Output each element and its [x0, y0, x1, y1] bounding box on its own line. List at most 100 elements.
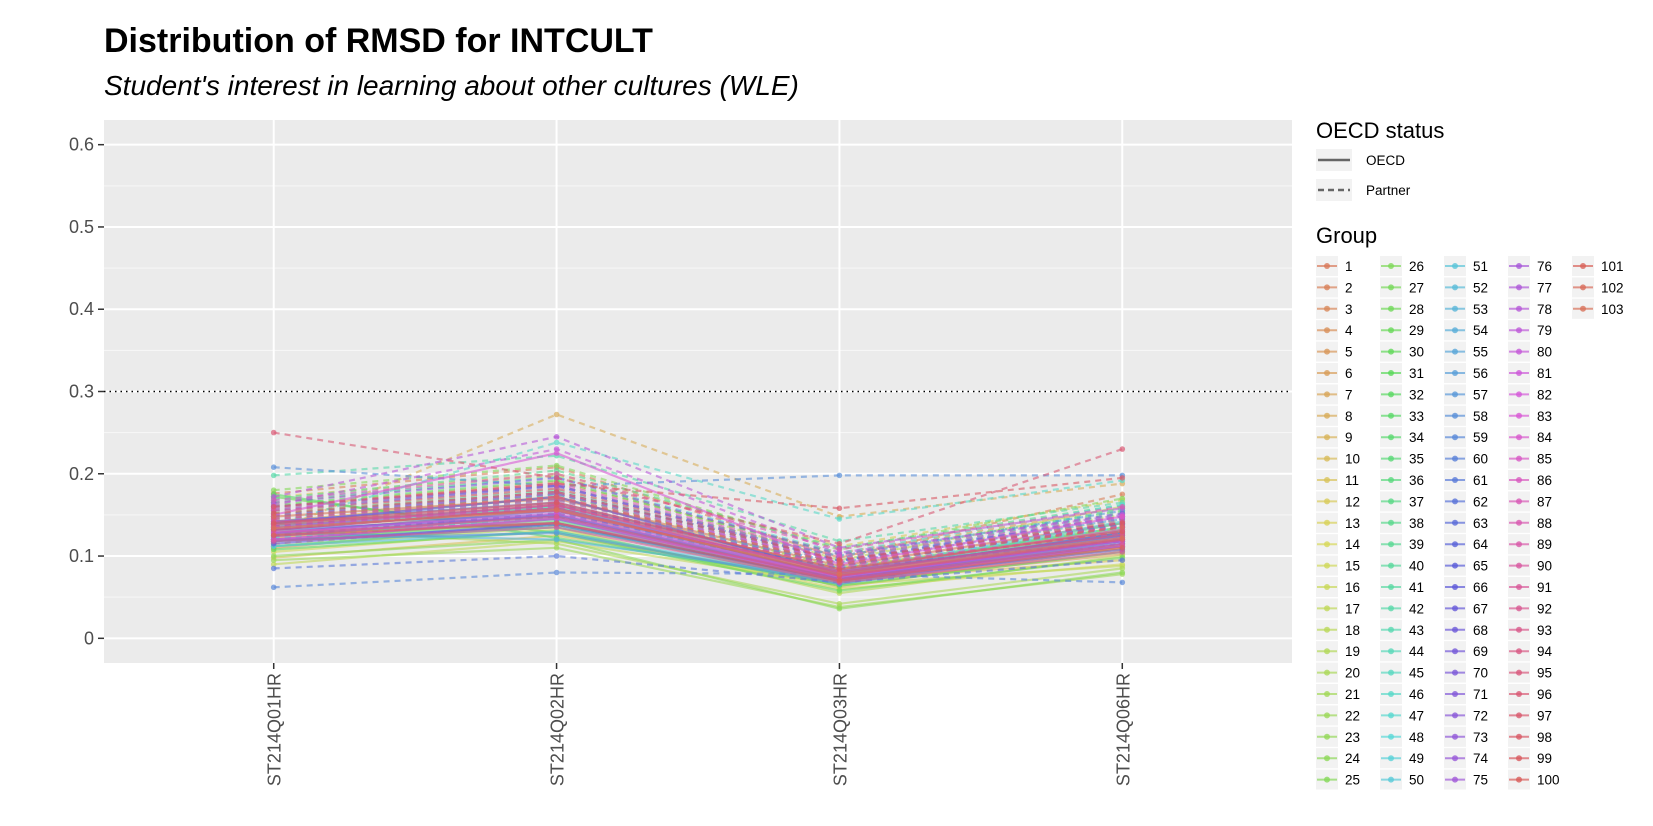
series-line [273, 466, 1123, 488]
legend-key-point [1580, 263, 1586, 269]
legend-key-point [1452, 712, 1458, 719]
legend-label-group: 12 [1345, 494, 1360, 509]
legend-key-point [1516, 391, 1522, 398]
data-point [270, 520, 277, 526]
legend-label-group: 97 [1537, 708, 1552, 723]
legend-key-point [1324, 455, 1330, 462]
series-line [273, 521, 1123, 582]
legend-label-group: 31 [1409, 366, 1424, 381]
legend-label-group: 39 [1409, 537, 1424, 552]
legend-key-point [1452, 605, 1458, 612]
legend-label-group: 80 [1537, 345, 1552, 360]
legend-key-point [1516, 541, 1522, 548]
legend-key-point [1516, 755, 1522, 762]
legend-label-group: 84 [1537, 430, 1553, 445]
data-point [553, 545, 560, 551]
series-line [273, 476, 1123, 556]
chart-title: Distribution of RMSD for INTCULT [104, 22, 653, 60]
legend-label-group: 51 [1473, 259, 1488, 274]
legend-key-point [1516, 584, 1522, 590]
legend-key-point [1452, 541, 1458, 548]
legend-title-oecd-status: OECD status [1316, 118, 1444, 143]
data-point [270, 464, 277, 471]
legend-key-point [1516, 669, 1522, 676]
data-point [270, 584, 277, 591]
legend-label-group: 27 [1409, 280, 1424, 295]
legend-key-point [1452, 669, 1458, 676]
legend-key-point [1452, 562, 1458, 569]
series-line [273, 571, 1123, 589]
legend-label-group: 37 [1409, 494, 1424, 509]
legend-label-group: 66 [1473, 580, 1488, 595]
legend-key-point [1388, 605, 1394, 612]
legend-key-point [1324, 605, 1330, 612]
legend-key-point [1452, 519, 1458, 526]
legend-label-group: 53 [1473, 302, 1488, 317]
legend-key-point [1388, 648, 1394, 655]
data-point [1119, 569, 1126, 576]
data-point [270, 472, 277, 479]
data-point [1119, 446, 1126, 452]
legend-label-group: 89 [1537, 537, 1552, 552]
legend-key-point [1452, 498, 1458, 505]
legend-key-point [1452, 348, 1458, 355]
series-group-96 [270, 429, 1126, 547]
data-point [1119, 528, 1126, 535]
data-point [1119, 513, 1126, 520]
legend-key-point [1388, 691, 1394, 697]
x-tick-label: ST214Q03HR [830, 673, 850, 786]
legend-label-group: 21 [1345, 687, 1360, 702]
legend-key-point [1388, 412, 1394, 419]
series-line [273, 538, 1123, 610]
data-point [836, 540, 843, 547]
legend-label-group: 78 [1537, 302, 1552, 317]
legend-key-point [1388, 455, 1394, 462]
data-point [836, 566, 843, 572]
legend-label-group: 33 [1409, 409, 1424, 424]
series-line [273, 487, 1123, 561]
legend-key-point [1324, 412, 1330, 419]
data-point [836, 472, 843, 479]
legend-label-group: 69 [1473, 644, 1488, 659]
legend-key-point [1452, 284, 1458, 291]
data-point [553, 569, 560, 576]
legend-title-group: Group [1316, 223, 1377, 248]
data-point [270, 503, 277, 510]
series-line [273, 503, 1123, 574]
legend-label-group: 63 [1473, 516, 1488, 531]
legend-key-point [1388, 669, 1394, 676]
series-group-100 [270, 489, 1126, 563]
legend-key-point [1452, 305, 1458, 312]
legend-label-group: 13 [1345, 516, 1360, 531]
data-point [1119, 495, 1126, 502]
series-line [273, 464, 1123, 551]
legend-label-group: 18 [1345, 623, 1360, 638]
legend-key-point [1388, 477, 1394, 483]
series-group-98 [270, 475, 1126, 512]
legend-label-group: 65 [1473, 559, 1488, 574]
legend-key-point [1324, 648, 1330, 655]
legend-label-group: 24 [1345, 751, 1361, 766]
legend-key-point [1388, 541, 1394, 548]
legend-label-group: 23 [1345, 730, 1360, 745]
legend-key-point [1324, 348, 1330, 355]
legend-key-point [1388, 348, 1394, 355]
legend-key-point [1452, 370, 1458, 376]
data-point [836, 505, 843, 512]
data-point [1119, 475, 1126, 481]
legend-key-point [1452, 477, 1458, 483]
legend-label-group: 17 [1345, 601, 1360, 616]
legend-label-group: 46 [1409, 687, 1424, 702]
legend-key-point [1324, 626, 1330, 633]
legend-key-point [1324, 733, 1330, 740]
legend-label-group: 16 [1345, 580, 1360, 595]
data-point [270, 561, 277, 568]
legend-label-group: 74 [1473, 751, 1489, 766]
legend-label-group: 76 [1537, 259, 1552, 274]
data-point [1119, 549, 1126, 555]
legend-key-point [1388, 498, 1394, 505]
legend-key-point [1388, 263, 1394, 269]
data-point [553, 553, 560, 559]
series-group-103 [270, 507, 1126, 577]
series-line [273, 515, 1123, 581]
